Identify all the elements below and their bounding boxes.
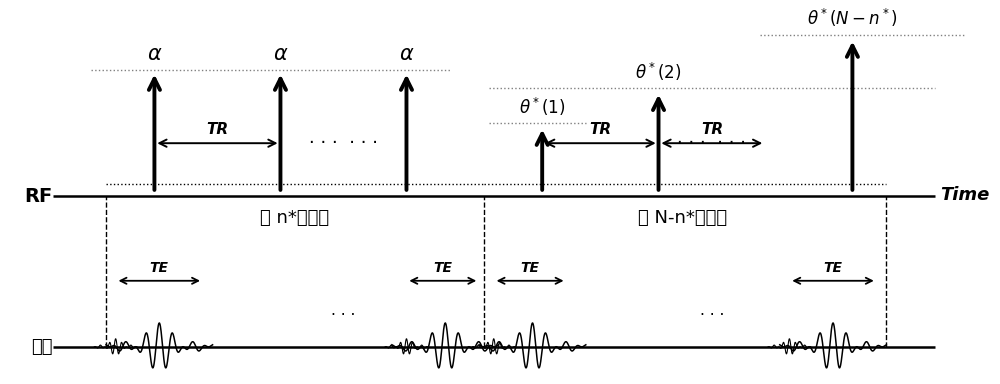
Text: TE: TE — [824, 261, 843, 275]
Text: RF: RF — [24, 187, 53, 206]
Text: $\theta^*(1)$: $\theta^*(1)$ — [519, 95, 565, 118]
Text: TR: TR — [701, 122, 723, 137]
Text: · · ·  · · ·: · · · · · · — [309, 134, 378, 152]
Text: $\alpha$: $\alpha$ — [147, 44, 162, 65]
Text: · · ·: · · · — [331, 308, 356, 323]
Text: 回波: 回波 — [31, 338, 53, 356]
Text: · · ·  · · ·: · · · · · · — [677, 134, 746, 152]
Text: $\alpha$: $\alpha$ — [399, 44, 414, 65]
Text: TE: TE — [433, 261, 452, 275]
Text: TR: TR — [589, 122, 611, 137]
Text: · · ·: · · · — [700, 308, 724, 323]
Text: TE: TE — [521, 261, 540, 275]
Text: 后 N-n*次激发: 后 N-n*次激发 — [638, 209, 727, 227]
Text: $\theta^*(2)$: $\theta^*(2)$ — [635, 61, 682, 83]
Text: Time: Time — [940, 185, 989, 204]
Text: $\theta^*(N - n^*)$: $\theta^*(N - n^*)$ — [807, 7, 898, 30]
Text: TE: TE — [150, 261, 169, 275]
Text: 前 n*次激发: 前 n*次激发 — [260, 209, 330, 227]
Text: $\alpha$: $\alpha$ — [273, 44, 288, 65]
Text: TR: TR — [206, 122, 229, 137]
